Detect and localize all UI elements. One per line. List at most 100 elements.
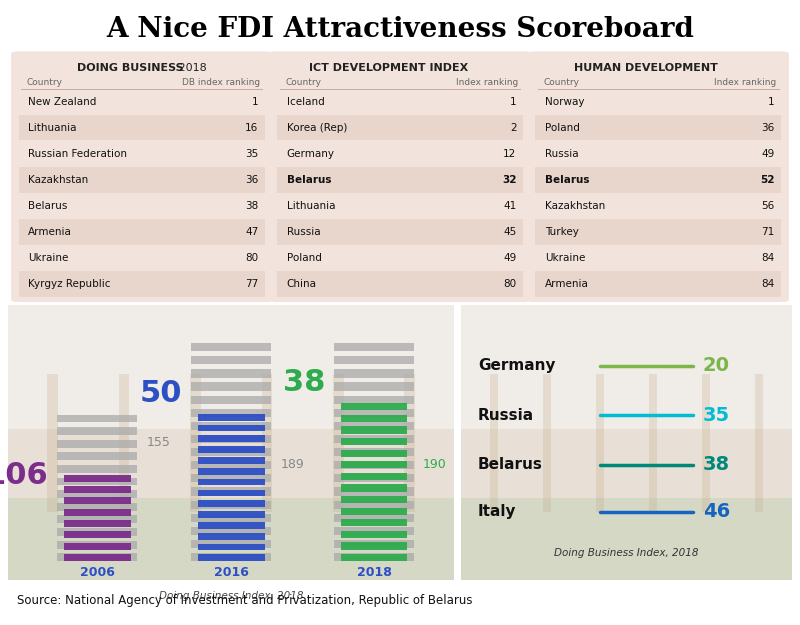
Text: 36: 36 [762,122,774,132]
Bar [341,438,407,445]
Bar [64,554,130,561]
FancyBboxPatch shape [527,51,789,302]
Text: Belarus: Belarus [545,175,590,185]
Bar [198,522,265,529]
Bar [334,461,414,469]
Text: Iceland: Iceland [286,97,324,107]
Text: Country: Country [543,79,579,88]
Bar [334,488,414,496]
Text: 49: 49 [762,149,774,159]
Bar [64,542,130,550]
Text: 2016: 2016 [214,566,249,579]
Text: 12: 12 [503,149,517,159]
Bar [334,514,414,522]
Text: HUMAN DEVELOPMENT: HUMAN DEVELOPMENT [574,62,718,72]
Bar [64,498,130,504]
Bar [334,527,414,535]
Bar [191,527,271,535]
Bar [334,382,414,391]
Bar [191,435,271,443]
Text: Russia: Russia [545,149,578,159]
Text: 32: 32 [502,175,517,185]
Text: Lithuania: Lithuania [28,122,77,132]
Text: Norway: Norway [545,97,584,107]
Bar [57,414,138,422]
Text: Country: Country [285,79,321,88]
FancyBboxPatch shape [11,51,273,302]
Bar [191,514,271,522]
Text: 71: 71 [762,227,774,237]
Bar [341,415,407,422]
Bar [191,396,271,404]
Bar [341,484,407,491]
Text: 38: 38 [245,201,258,211]
Bar [198,544,265,551]
FancyBboxPatch shape [277,219,523,245]
Bar [198,468,265,474]
Text: 190: 190 [423,458,447,471]
Text: 2018: 2018 [174,62,206,72]
Text: 2006: 2006 [80,566,114,579]
Text: Germany: Germany [286,149,334,159]
Bar [191,382,271,391]
Text: 56: 56 [762,201,774,211]
Bar [702,374,710,512]
Text: Source: National Agency of Investment and Privatization, Republic of Belarus: Source: National Agency of Investment an… [18,594,473,607]
Text: 1: 1 [768,97,774,107]
Bar [57,478,138,486]
Text: 35: 35 [245,149,258,159]
Text: 41: 41 [503,201,517,211]
Bar [8,429,454,498]
Bar [334,422,414,430]
Text: 84: 84 [762,279,774,289]
Bar [198,457,265,464]
Bar [64,474,130,482]
Bar [334,501,414,509]
Text: 35: 35 [702,406,730,425]
Bar [341,508,407,515]
Bar [334,435,414,443]
Bar [191,422,271,430]
Bar [462,305,792,429]
Bar [334,396,414,404]
Bar [191,448,271,456]
FancyBboxPatch shape [277,167,523,192]
FancyBboxPatch shape [535,167,781,192]
Text: 20: 20 [702,356,730,375]
Text: 49: 49 [503,253,517,263]
Bar [57,503,138,511]
Bar [191,553,271,561]
Text: DOING BUSINESS: DOING BUSINESS [77,62,183,72]
Bar [198,554,265,561]
Bar [8,498,454,581]
Bar [57,465,138,473]
Bar [191,474,271,482]
Bar [191,501,271,509]
Bar [118,374,130,512]
Bar [341,472,407,480]
Text: New Zealand: New Zealand [28,97,97,107]
FancyBboxPatch shape [19,271,265,297]
Text: 16: 16 [245,122,258,132]
Text: Korea (Rep): Korea (Rep) [286,122,347,132]
Bar [57,427,138,435]
Bar [334,409,414,417]
Text: Italy: Italy [478,504,516,519]
Bar [341,554,407,561]
Text: Kyrgyz Republic: Kyrgyz Republic [28,279,111,289]
Text: 106: 106 [0,461,48,491]
Text: ICT DEVELOPMENT INDEX: ICT DEVELOPMENT INDEX [309,62,468,72]
Text: 80: 80 [246,253,258,263]
Bar [341,426,407,434]
Text: Russian Federation: Russian Federation [28,149,127,159]
Bar [334,448,414,456]
FancyBboxPatch shape [19,167,265,192]
Text: 2018: 2018 [357,566,391,579]
Bar [341,496,407,503]
Text: Kazakhstan: Kazakhstan [545,201,605,211]
Text: Belarus: Belarus [28,201,68,211]
Bar [198,424,265,431]
Bar [198,533,265,539]
Bar [490,374,498,512]
Text: 47: 47 [245,227,258,237]
